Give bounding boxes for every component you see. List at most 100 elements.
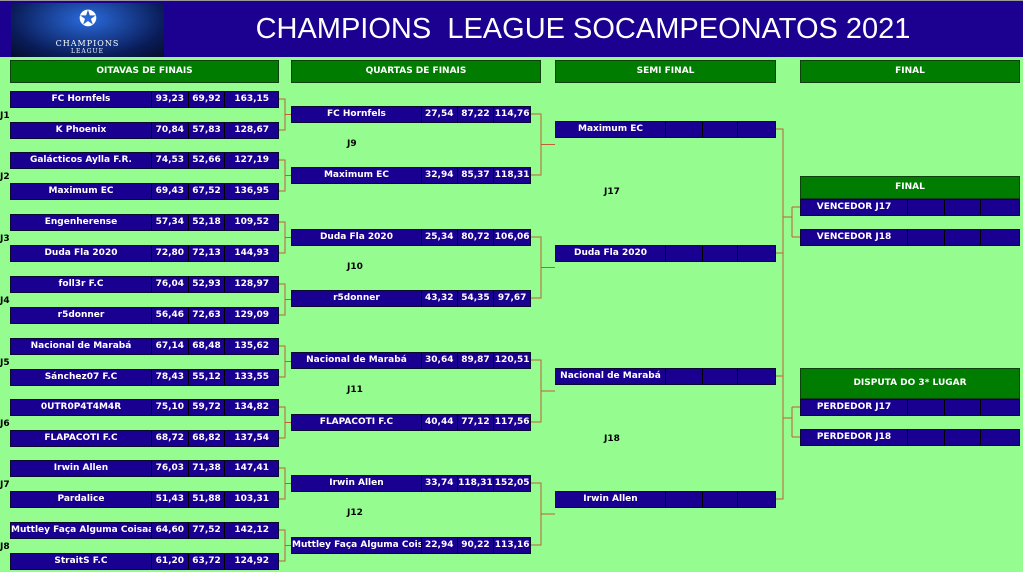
final-team-row[interactable]: VENCEDOR J18 bbox=[800, 229, 1020, 246]
total-score: 144,93 bbox=[234, 248, 270, 258]
round-of-16-team-row[interactable]: Sánchez07 F.C 78,43 55,12 133,55 bbox=[10, 369, 279, 386]
total-score: 147,41 bbox=[234, 463, 270, 473]
quarter-final-team-row[interactable]: FLAPACOTI F.C 40,44 77,12 117,56 bbox=[291, 414, 531, 431]
team-name: Muttley Faça Alguma Coisaaa bbox=[292, 538, 422, 553]
score-s1: 27,54 bbox=[422, 107, 458, 122]
score-s1: 69,43 bbox=[152, 184, 189, 199]
score-s1: 22,94 bbox=[422, 538, 458, 553]
score-s1 bbox=[666, 246, 703, 261]
third-place-team-row[interactable]: PERDEDOR J17 bbox=[800, 399, 1020, 416]
round-of-16-team-row[interactable]: r5donner 56,46 72,63 129,09 bbox=[10, 307, 279, 324]
final-box-title: FINAL bbox=[800, 176, 1020, 199]
match-label: J4 bbox=[0, 296, 10, 306]
team-name: FLAPACOTI F.C bbox=[292, 415, 422, 430]
score-s1: 25,34 bbox=[422, 230, 458, 245]
quarter-final-team-row[interactable]: Maximum EC 32,94 85,37 118,31 bbox=[291, 167, 531, 184]
semi-final-team-row[interactable]: Duda Fla 2020 bbox=[555, 245, 776, 262]
total-score: 114,76 bbox=[494, 109, 530, 119]
total-score: 106,06 bbox=[494, 232, 530, 242]
team-name: Muttley Faça Alguma Coisaaa bbox=[11, 523, 152, 538]
team-name: r5donner bbox=[292, 291, 422, 306]
quarter-final-team-row[interactable]: r5donner 43,32 54,35 97,67 bbox=[291, 290, 531, 307]
total-score: 135,62 bbox=[234, 341, 270, 351]
team-name: r5donner bbox=[11, 308, 152, 323]
team-name: foll3r F.C bbox=[11, 277, 152, 292]
semi-final-team-row[interactable]: Nacional de Marabá bbox=[555, 368, 776, 385]
semi-final-team-row[interactable]: Irwin Allen bbox=[555, 491, 776, 508]
round-of-16-team-row[interactable]: Pardalice 51,43 51,88 103,31 bbox=[10, 491, 279, 508]
total-score: 103,31 bbox=[234, 494, 270, 504]
round-of-16-team-row[interactable]: Irwin Allen 76,03 71,38 147,41 bbox=[10, 460, 279, 477]
score-s1 bbox=[666, 122, 703, 137]
third-place-team-row[interactable]: PERDEDOR J18 bbox=[800, 429, 1020, 446]
round-of-16-team-row[interactable]: Engenherense 57,34 52,18 109,52 bbox=[10, 214, 279, 231]
bracket-connector bbox=[531, 482, 542, 546]
score-s1: 64,60 bbox=[152, 523, 189, 538]
score-s2: 118,31 bbox=[458, 476, 495, 491]
score-s2: 89,87 bbox=[458, 353, 495, 368]
score-s1: 57,34 bbox=[152, 215, 189, 230]
total-score: 120,51 bbox=[494, 355, 530, 365]
team-name: PERDEDOR J17 bbox=[801, 400, 909, 415]
match-label: J7 bbox=[0, 480, 10, 490]
match-label: J3 bbox=[0, 234, 10, 244]
match-label: J8 bbox=[0, 542, 10, 552]
round-of-16-team-row[interactable]: Duda Fla 2020 72,80 72,13 144,93 bbox=[10, 245, 279, 262]
score-s1: 75,10 bbox=[152, 400, 189, 415]
round-of-16-team-row[interactable]: Galácticos Aylla F.R. 74,53 52,66 127,19 bbox=[10, 152, 279, 169]
total-score: 129,09 bbox=[234, 310, 270, 320]
total-score: 97,67 bbox=[497, 293, 527, 303]
team-name: FC Hornfels bbox=[11, 92, 152, 107]
team-name: Nacional de Marabá bbox=[11, 339, 152, 354]
team-name: Sánchez07 F.C bbox=[11, 370, 152, 385]
round-of-16-team-row[interactable]: FC Hornfels 93,23 69,92 163,15 bbox=[10, 91, 279, 108]
quarter-final-team-row[interactable]: Duda Fla 2020 25,34 80,72 106,06 bbox=[291, 229, 531, 246]
score-s2: 72,63 bbox=[189, 308, 226, 323]
score-s2 bbox=[945, 430, 982, 445]
quarter-final-team-row[interactable]: Irwin Allen 33,74 118,31 152,05 bbox=[291, 475, 531, 492]
final-team-row[interactable]: VENCEDOR J17 bbox=[800, 199, 1020, 216]
round-of-16-team-row[interactable]: K Phoenix 70,84 57,83 128,67 bbox=[10, 122, 279, 139]
total-score bbox=[738, 492, 775, 507]
quarter-final-team-row[interactable]: Muttley Faça Alguma Coisaaa22,9490,22113… bbox=[291, 537, 531, 554]
bracket-connector bbox=[279, 467, 286, 500]
round-of-16-team-row[interactable]: StraitS F.C 61,20 63,72 124,92 bbox=[10, 553, 279, 570]
total-score: 134,82 bbox=[234, 402, 270, 412]
score-s2 bbox=[945, 400, 982, 415]
total-score bbox=[981, 400, 1019, 415]
match-label: J10 bbox=[347, 262, 363, 272]
team-name: Irwin Allen bbox=[11, 461, 152, 476]
total-score: 117,56 bbox=[494, 417, 530, 427]
score-s1: 32,94 bbox=[422, 168, 458, 183]
score-s2: 59,72 bbox=[189, 400, 226, 415]
score-s1: 72,80 bbox=[152, 246, 189, 261]
score-s1: 67,14 bbox=[152, 339, 189, 354]
team-name: FLAPACOTI F.C bbox=[11, 431, 152, 446]
team-name: FC Hornfels bbox=[292, 107, 422, 122]
score-s1: 74,53 bbox=[152, 153, 189, 168]
score-s2: 54,35 bbox=[458, 291, 495, 306]
team-name: Pardalice bbox=[11, 492, 152, 507]
score-s1: 43,32 bbox=[422, 291, 458, 306]
logo-line2: LEAGUE bbox=[71, 48, 104, 55]
round-of-16-team-row[interactable]: Muttley Faça Alguma Coisaaa 64,60 77,52 142… bbox=[10, 522, 279, 539]
score-s1: 33,74 bbox=[422, 476, 458, 491]
quarter-final-team-row[interactable]: FC Hornfels 27,54 87,22 114,76 bbox=[291, 106, 531, 123]
match-label: J18 bbox=[604, 434, 620, 444]
score-s1: 51,43 bbox=[152, 492, 189, 507]
round-of-16-team-row[interactable]: Maximum EC 69,43 67,52 136,95 bbox=[10, 183, 279, 200]
score-s2: 87,22 bbox=[458, 107, 495, 122]
round-of-16-team-row[interactable]: foll3r F.C 76,04 52,93 128,97 bbox=[10, 276, 279, 293]
score-s2 bbox=[703, 122, 739, 137]
team-name: Duda Fla 2020 bbox=[556, 246, 666, 261]
round-of-16-team-row[interactable]: FLAPACOTI F.C 68,72 68,82 137,54 bbox=[10, 430, 279, 447]
column-header-quarter-finals: QUARTAS DE FINAIS bbox=[291, 60, 541, 83]
round-of-16-team-row[interactable]: Nacional de Marabá 67,14 68,48 135,62 bbox=[10, 338, 279, 355]
score-s2 bbox=[703, 492, 739, 507]
round-of-16-team-row[interactable]: 0UTR0P4T4M4R 75,10 59,72 134,82 bbox=[10, 399, 279, 416]
quarter-final-team-row[interactable]: Nacional de Marabá 30,64 89,87 120,51 bbox=[291, 352, 531, 369]
total-score: 163,15 bbox=[234, 94, 270, 104]
match-label: J11 bbox=[347, 385, 363, 395]
total-score bbox=[981, 200, 1019, 215]
semi-final-team-row[interactable]: Maximum EC bbox=[555, 121, 776, 138]
